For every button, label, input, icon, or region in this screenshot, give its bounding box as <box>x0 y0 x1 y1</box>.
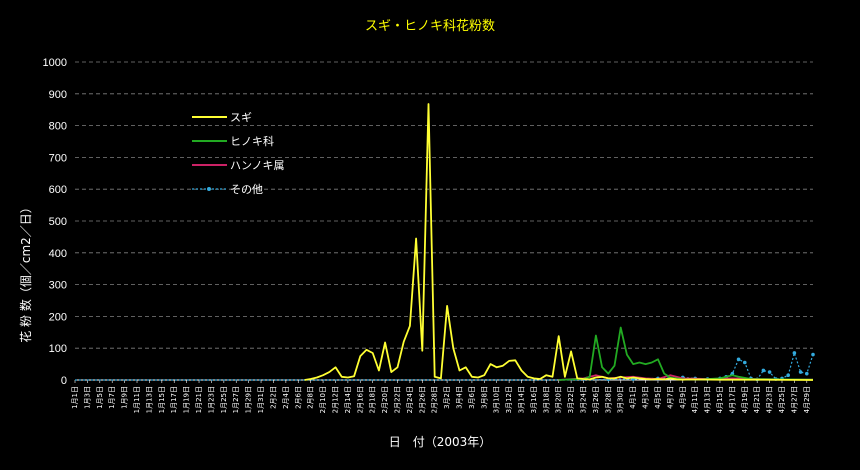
chart-title: スギ・ヒノキ科花粉数 <box>365 18 495 34</box>
legend-label: ハンノキ属 <box>230 159 284 172</box>
x-tick-label: 4月9日 <box>679 386 687 409</box>
x-tick-label: 3月2日 <box>443 386 451 409</box>
x-tick-label: 4月21日 <box>753 386 761 413</box>
series-lines <box>75 103 815 382</box>
y-tick-label: 900 <box>49 89 67 101</box>
x-tick-label: 3月8日 <box>480 386 488 409</box>
x-tick-label: 2月28日 <box>431 386 439 413</box>
x-tick-label: 2月4日 <box>282 386 290 409</box>
x-tick-label: 2月2日 <box>269 386 277 409</box>
x-tick-label: 2月16日 <box>356 386 364 413</box>
x-tick-label: 3月24日 <box>580 386 588 413</box>
data-point <box>761 368 766 373</box>
x-tick-label: 4月17日 <box>728 386 736 413</box>
x-tick-label: 1月17日 <box>170 386 178 413</box>
y-tick-label: 600 <box>49 184 67 196</box>
y-tick-label: 400 <box>49 248 67 260</box>
legend-marker <box>207 187 211 191</box>
x-tick-label: 4月3日 <box>642 386 650 409</box>
y-axis-label: 花 粉 数（個／cm2／日） <box>18 201 33 343</box>
y-tick-label: 800 <box>49 121 67 133</box>
x-tick-label: 1月21日 <box>195 386 203 413</box>
y-tick-label: 1000 <box>43 57 67 69</box>
x-tick-label: 2月26日 <box>418 386 426 413</box>
data-point <box>786 373 790 378</box>
data-point <box>798 370 803 374</box>
y-tick-label: 300 <box>49 280 67 292</box>
x-tick-label: 2月20日 <box>381 386 389 413</box>
x-tick-label: 4月13日 <box>704 386 712 413</box>
x-tick-label: 2月10日 <box>319 386 327 413</box>
x-tick-label: 4月19日 <box>741 386 749 413</box>
y-tick-label: 500 <box>49 216 67 228</box>
x-tick-label: 3月4日 <box>456 386 464 409</box>
x-tick-label: 1月1日 <box>71 386 79 409</box>
x-tick-label: 1月5日 <box>96 386 104 409</box>
x-tick-label: 3月18日 <box>542 386 550 413</box>
x-tick-label: 3月26日 <box>592 386 600 413</box>
data-point <box>811 352 815 357</box>
x-tick-label: 1月23日 <box>207 386 215 413</box>
x-tick-label: 1月13日 <box>145 386 153 413</box>
x-tick-label: 1月11日 <box>133 386 141 413</box>
data-point <box>736 357 741 362</box>
legend-label: ヒノキ科 <box>230 134 274 148</box>
x-tick-label: 1月29日 <box>245 386 253 413</box>
x-tick-label: 4月11日 <box>691 386 699 413</box>
x-tick-label: 3月16日 <box>530 386 538 413</box>
x-tick-label: 2月8日 <box>307 386 315 409</box>
x-tick-label: 4月7日 <box>666 386 674 409</box>
x-tick-label: 3月14日 <box>518 386 526 413</box>
series-line <box>75 352 814 381</box>
x-tick-label: 2月6日 <box>294 386 302 409</box>
y-tick-label: 0 <box>61 375 67 387</box>
x-tick-label: 4月23日 <box>766 386 774 413</box>
x-tick-label: 1月19日 <box>183 386 191 413</box>
y-axis-ticks: 0 100 200 300 400 500 600 700 800 900 1000 <box>43 57 67 387</box>
x-tick-label: 2月12日 <box>331 386 339 413</box>
x-axis-ticks: 1月1日 1月3日 1月5日 1月7日 1月9日 1月11日 1月13日 1月15日 1月17日… <box>71 380 811 413</box>
x-tick-label: 4月5日 <box>654 386 662 409</box>
x-tick-label: 1月27日 <box>232 386 240 413</box>
x-tick-label: 3月30日 <box>617 386 625 413</box>
x-tick-label: 3月10日 <box>493 386 501 413</box>
series-line <box>558 326 814 381</box>
series-line <box>304 103 814 381</box>
x-tick-label: 4月25日 <box>778 386 786 413</box>
data-point <box>767 370 772 374</box>
data-point <box>742 360 747 365</box>
x-tick-label: 1月15日 <box>158 386 166 413</box>
x-tick-label: 1月31日 <box>257 386 265 413</box>
x-tick-label: 2月22日 <box>393 386 401 413</box>
x-tick-label: 3月22日 <box>567 386 575 413</box>
y-tick-label: 100 <box>49 343 67 355</box>
x-tick-label: 4月29日 <box>803 386 811 413</box>
x-tick-label: 4月15日 <box>716 386 724 413</box>
x-tick-label: 1月25日 <box>220 386 228 413</box>
data-point <box>792 351 797 355</box>
y-tick-label: 200 <box>49 311 67 323</box>
x-axis-label: 日 付（2003年） <box>389 435 492 449</box>
x-tick-label: 3月12日 <box>505 386 513 413</box>
x-tick-label: 3月20日 <box>555 386 563 413</box>
x-tick-label: 1月7日 <box>108 386 116 409</box>
x-tick-label: 3月6日 <box>468 386 476 409</box>
x-tick-label: 2月14日 <box>344 386 352 413</box>
x-tick-label: 1月9日 <box>121 386 129 409</box>
x-tick-label: 1月3日 <box>83 386 91 409</box>
legend-label: その他 <box>230 183 263 196</box>
data-point <box>804 371 809 376</box>
x-tick-label: 2月24日 <box>406 386 414 413</box>
x-tick-label: 4月1日 <box>629 386 637 409</box>
legend-label: スギ <box>230 111 252 124</box>
y-tick-label: 700 <box>49 152 67 164</box>
x-tick-label: 3月28日 <box>604 386 612 413</box>
x-tick-label: 4月27日 <box>790 386 798 413</box>
x-tick-label: 2月18日 <box>369 386 377 413</box>
